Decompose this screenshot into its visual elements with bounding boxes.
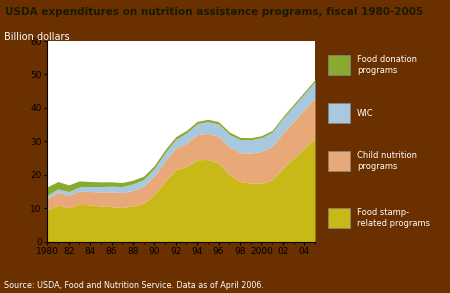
Text: Source: USDA, Food and Nutrition Service. Data as of April 2006.: Source: USDA, Food and Nutrition Service… <box>4 281 265 290</box>
Text: Food stamp-
related programs: Food stamp- related programs <box>357 207 430 228</box>
Bar <box>328 103 350 123</box>
Text: USDA expenditures on nutrition assistance programs, fiscal 1980-2005: USDA expenditures on nutrition assistanc… <box>5 7 423 17</box>
Bar <box>328 55 350 75</box>
Text: Food donation
programs: Food donation programs <box>357 55 417 75</box>
Text: Child nutrition
programs: Child nutrition programs <box>357 151 417 171</box>
Bar <box>328 151 350 171</box>
Text: WIC: WIC <box>357 109 374 118</box>
Text: Billion dollars: Billion dollars <box>4 33 70 42</box>
Bar <box>328 208 350 228</box>
